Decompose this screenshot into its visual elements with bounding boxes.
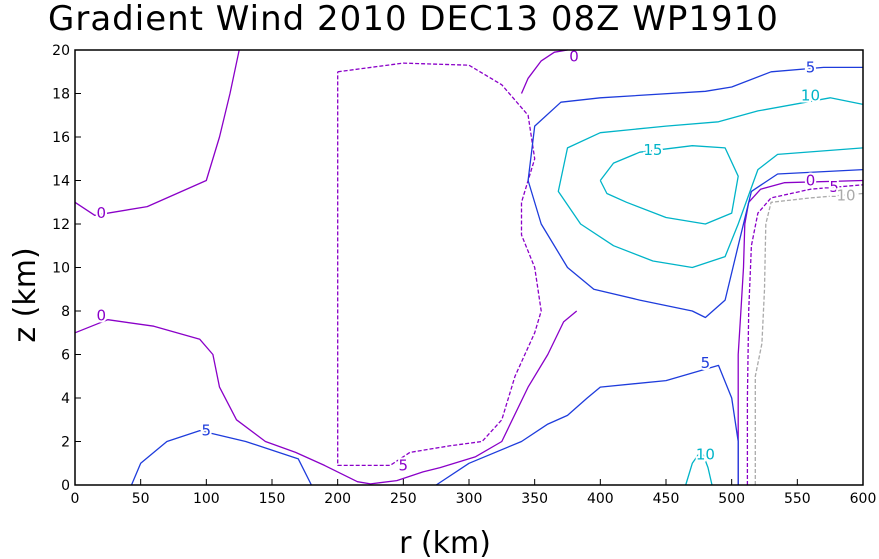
contour-labels: 0 0 0 0 5 -5-10 5 5 5 10 15 10 (94, 46, 857, 477)
x-tick-label-4: 200 (324, 491, 351, 507)
contour-label-4: 5 (399, 456, 409, 474)
plot-frame (74, 49, 864, 486)
x-tick-label-9: 450 (653, 491, 680, 507)
x-tick-label-6: 300 (456, 491, 483, 507)
x-axis-label: r (km) (399, 526, 491, 559)
y-tick-label-5: 10 (52, 261, 70, 277)
contour-line-11 (599, 145, 739, 225)
y-tick-label-4: 8 (61, 304, 70, 320)
x-axis-ticks: 0 50 100 150 200 250 300 350 400 450 500 550 600 (71, 479, 877, 507)
contour-label-0: 0 (96, 204, 106, 222)
contour-label-10: 10 (801, 87, 820, 105)
x-tick-label-2: 100 (193, 491, 220, 507)
x-tick-label-7: 350 (521, 491, 548, 507)
contour-label-5: -5 (824, 178, 839, 196)
contour-line-3 (737, 179, 864, 485)
contour-label-2: 0 (569, 48, 579, 66)
contour-line-7 (130, 429, 312, 486)
contour-line-4 (337, 62, 542, 467)
contour-label-1: 0 (96, 306, 106, 324)
contour-label-7: 5 (202, 422, 212, 440)
contour-label-12: 10 (696, 446, 715, 464)
y-tick-label-0: 0 (61, 478, 70, 494)
contour-label-9: 5 (806, 58, 816, 76)
x-tick-label-12: 600 (850, 491, 877, 507)
contour-label-3: 0 (806, 172, 816, 190)
contour-line-12 (685, 449, 713, 486)
y-tick-label-8: 16 (52, 130, 70, 146)
y-tick-label-10: 20 (52, 43, 70, 59)
y-tick-label-7: 14 (52, 174, 70, 190)
contour-line-5 (746, 184, 864, 485)
contour-line-8 (435, 364, 739, 486)
contour-label-6: -10 (831, 187, 856, 205)
y-tick-label-6: 12 (52, 217, 70, 233)
y-tick-label-1: 2 (61, 435, 70, 451)
x-tick-label-0: 0 (71, 491, 80, 507)
x-tick-label-10: 500 (718, 491, 745, 507)
contour-line-10 (557, 97, 864, 269)
y-tick-label-2: 4 (61, 391, 70, 407)
contour-line-6 (754, 192, 864, 485)
contour-line-0 (74, 49, 240, 216)
contour-label-8: 5 (701, 354, 711, 372)
x-tick-label-3: 150 (259, 491, 286, 507)
x-tick-label-1: 50 (132, 491, 150, 507)
y-axis-ticks: 0 2 4 6 8 10 12 14 16 18 20 (52, 43, 81, 494)
x-tick-label-5: 250 (390, 491, 417, 507)
x-tick-label-11: 550 (784, 491, 811, 507)
x-tick-label-8: 400 (587, 491, 614, 507)
y-tick-label-3: 6 (61, 348, 70, 364)
contour-line-2 (520, 49, 568, 94)
contour-line-9 (527, 66, 864, 319)
contour-lines (74, 49, 864, 486)
y-tick-label-9: 18 (52, 87, 70, 103)
y-axis-label: z (km) (8, 247, 43, 342)
contour-line-1 (74, 310, 578, 485)
contour-label-11: 15 (643, 141, 662, 159)
chart-title: Gradient Wind 2010 DEC13 08Z WP1910 (48, 0, 779, 39)
